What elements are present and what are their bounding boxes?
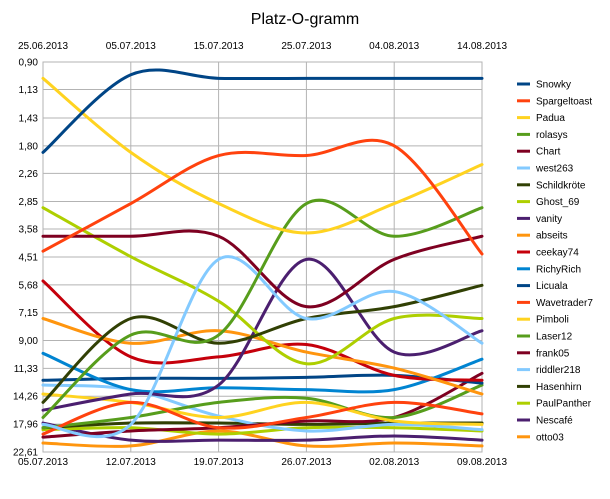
series-line-spargeltoast (41, 138, 484, 256)
x-tick-label-top: 04.08.2013 (369, 41, 419, 52)
y-tick-label: 14,26 (13, 392, 38, 403)
series-line-pimboli (41, 392, 484, 426)
legend-label-west263: west263 (535, 164, 574, 175)
legend-label-ceekay74: ceekay74 (536, 248, 579, 259)
x-tick-label-top: 14.08.2013 (457, 41, 507, 52)
legend-label-ghost-69: Ghost_69 (536, 197, 580, 208)
legend-label-abseits: abseits (536, 231, 568, 242)
series-line-rolasys (41, 198, 484, 419)
legend-label-otto03: otto03 (536, 432, 564, 443)
legend-label-padua: Padua (536, 113, 565, 124)
legend-label-wavetrader7: Wavetrader7 (536, 298, 593, 309)
legend-label-snowky: Snowky (536, 80, 571, 91)
series-line-padua (41, 76, 484, 235)
chart-title: Platz-O-gramm (251, 11, 359, 28)
y-tick-label: 3,58 (19, 225, 39, 236)
x-tick-label-bottom: 09.08.2013 (457, 457, 507, 468)
x-tick-label-top: 25.06.2013 (18, 41, 68, 52)
series-line-wavetrader7 (41, 400, 484, 436)
grid (42, 61, 483, 453)
series-line-paulpanther (41, 425, 484, 436)
y-tick-label: 11,33 (14, 364, 39, 375)
x-tick-label-top: 25.07.2013 (281, 41, 331, 52)
legend-label-rolasys: rolasys (536, 130, 568, 141)
legend-label-hasenhirn: Hasenhirn (536, 382, 582, 393)
x-tick-label-bottom: 26.07.2013 (281, 457, 331, 468)
y-tick-label: 2,85 (19, 197, 39, 208)
y-tick-label: 2,26 (19, 169, 39, 180)
legend-label-chart: Chart (536, 147, 561, 158)
series-line-laser12 (41, 383, 484, 430)
x-tick-label-bottom: 12.07.2013 (106, 457, 156, 468)
series-line-chart (41, 229, 484, 309)
legend-label-pimboli: Pimboli (536, 315, 569, 326)
legend-label-laser12: Laser12 (536, 332, 573, 343)
series-line-schildkr-te (41, 283, 484, 404)
x-tick-label-top: 15.07.2013 (194, 41, 244, 52)
series-line-vanity (41, 257, 484, 412)
y-tick-label: 1,43 (19, 114, 39, 125)
plot-frame (42, 61, 483, 453)
legend: Snowky Spargeltoast Padua rolasys Chart west2… (517, 80, 593, 443)
y-tick-label: 7,15 (19, 308, 39, 319)
series-line-ceekay74 (41, 279, 484, 382)
legend-label-spargeltoast: Spargeltoast (536, 96, 592, 107)
series-line-snowky (41, 68, 484, 154)
y-tick-label: 5,68 (19, 280, 39, 291)
x-tick-label-bottom: 02.08.2013 (369, 457, 419, 468)
y-tick-label: 17,96 (13, 420, 38, 431)
series-lines (41, 68, 484, 448)
series-line-west263 (41, 255, 484, 439)
legend-label-riddler218: riddler218 (536, 365, 581, 376)
x-tick-label-bottom: 05.07.2013 (18, 457, 68, 468)
legend-label-nescaf-: Nescafé (536, 416, 573, 427)
series-line-richyrich (41, 351, 484, 394)
legend-label-vanity: vanity (536, 214, 562, 225)
legend-label-schildkr-te: Schildkröte (536, 180, 586, 191)
x-tick-label-bottom: 19.07.2013 (194, 457, 244, 468)
axes: 0,90 1,13 1,43 1,80 2,26 2,85 3,58 4,51 5,68 7,15… (13, 41, 507, 468)
x-tick-label-top: 05.07.2013 (106, 41, 156, 52)
y-tick-label: 4,51 (19, 252, 39, 263)
series-line-otto03 (41, 429, 484, 448)
y-tick-label: 9,00 (19, 336, 39, 347)
legend-label-richyrich: RichyRich (536, 264, 581, 275)
y-tick-label: 22,61 (13, 448, 38, 459)
series-line-ghost-69 (41, 206, 484, 366)
series-line-nescaf- (41, 421, 484, 443)
legend-label-frank05: frank05 (536, 348, 570, 359)
y-tick-label: 1,13 (19, 85, 39, 96)
y-tick-label: 1,80 (19, 141, 39, 152)
legend-label-paulpanther: PaulPanther (536, 399, 592, 410)
y-tick-label: 0,90 (19, 58, 39, 69)
legend-label-licuala: Licuala (536, 281, 568, 292)
